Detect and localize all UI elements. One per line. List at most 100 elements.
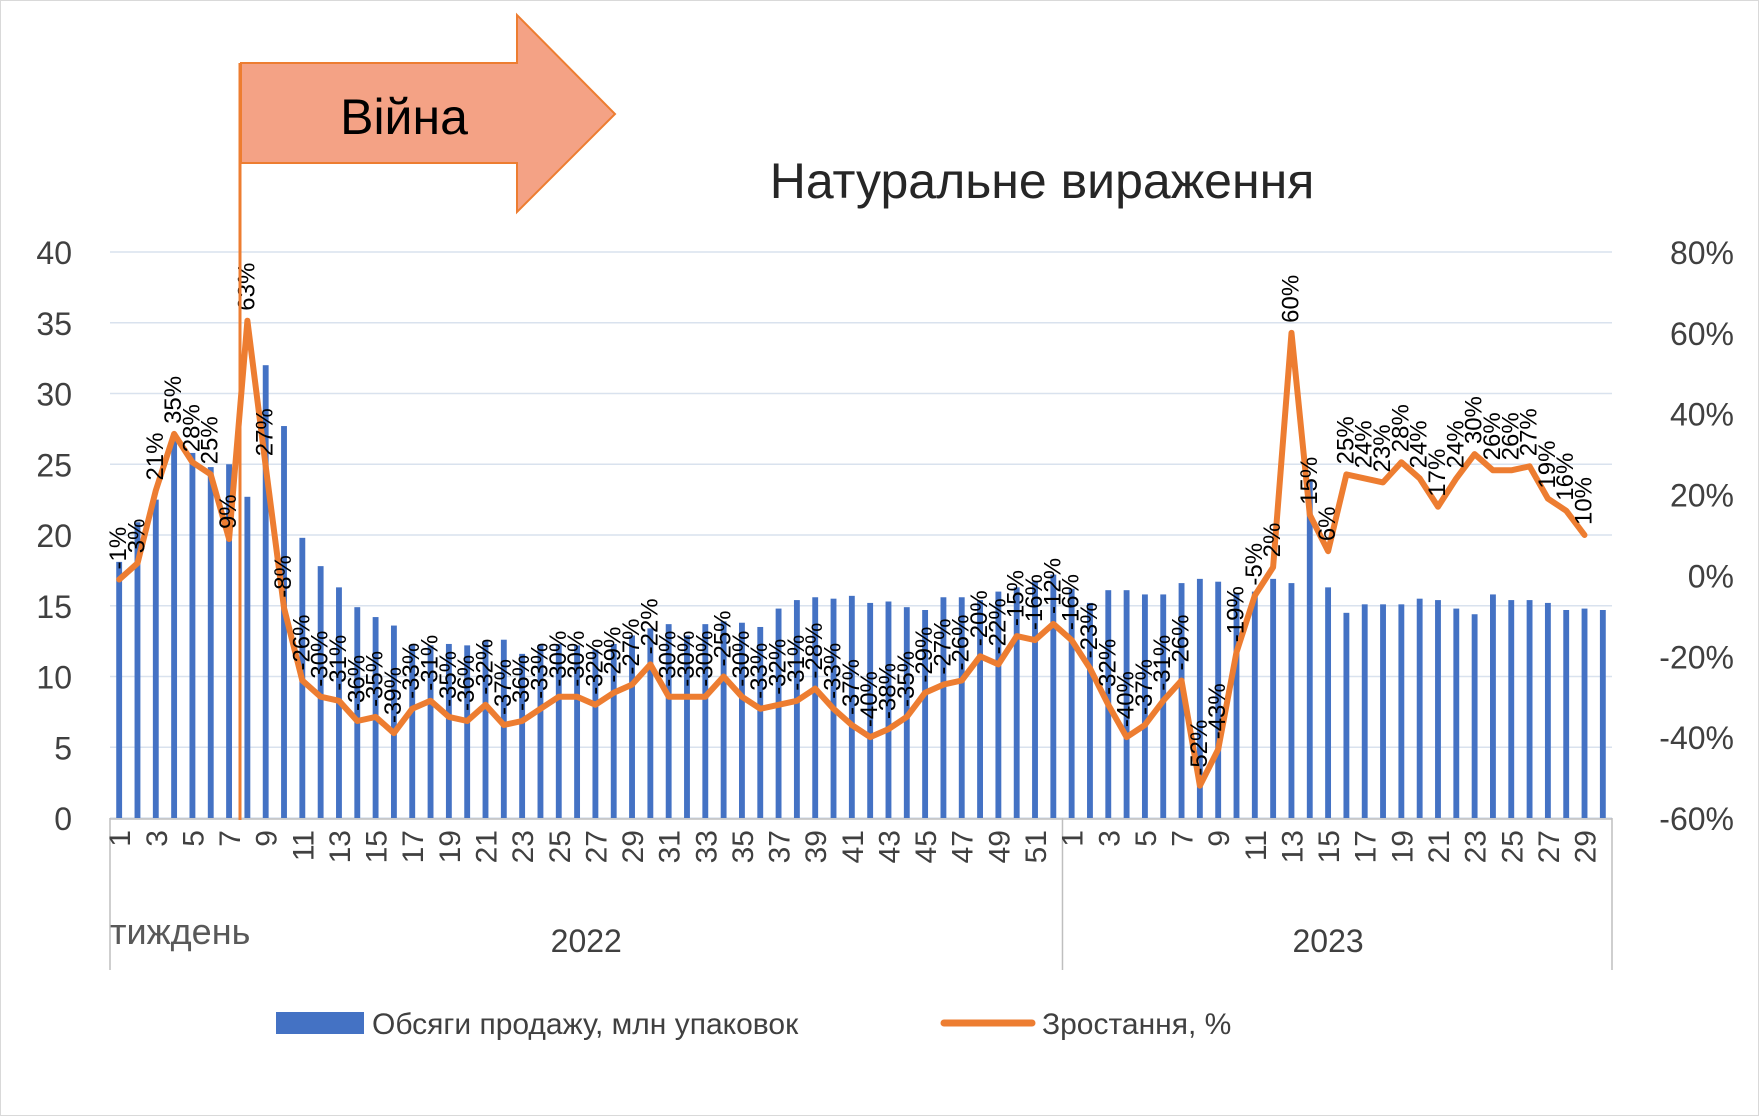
x-tick-label: 51 <box>1020 830 1053 863</box>
x-tick-label: 29 <box>617 830 650 863</box>
x-tick-label: 3 <box>1093 830 1126 847</box>
x-tick-label: 31 <box>654 830 687 863</box>
data-label: 63% <box>233 263 260 311</box>
x-tick-label: 39 <box>800 830 833 863</box>
x-tick-label: 33 <box>690 830 723 863</box>
x-tick-label: 29 <box>1570 830 1603 863</box>
data-label: 23% <box>1369 424 1396 472</box>
chart-title: Натуральне вираження <box>770 153 1315 209</box>
data-label: -38% <box>874 663 901 719</box>
x-tick-label: 47 <box>947 830 980 863</box>
data-label: -33% <box>398 643 425 699</box>
bar <box>1325 587 1332 818</box>
x-tick-label: 19 <box>434 830 467 863</box>
data-label: 6% <box>1314 506 1341 541</box>
x-tick-label: 13 <box>324 830 357 863</box>
bar <box>1233 593 1240 818</box>
x-tick-label: 25 <box>1496 830 1529 863</box>
data-label: -28% <box>801 623 828 679</box>
data-label: 28% <box>1387 404 1414 452</box>
bar <box>922 609 929 818</box>
data-label: -32% <box>765 639 792 695</box>
bar <box>409 645 416 818</box>
right-tick-label: -40% <box>1659 720 1734 756</box>
data-label: -37% <box>490 659 517 715</box>
data-label: -23% <box>1076 602 1103 658</box>
data-label: 27% <box>252 408 279 456</box>
x-tick-label: 37 <box>764 830 797 863</box>
left-tick-label: 30 <box>36 377 72 413</box>
left-tick-label: 35 <box>36 306 72 342</box>
data-label: 26% <box>1479 412 1506 460</box>
bar <box>940 597 947 818</box>
bar <box>1599 609 1606 818</box>
bar <box>1123 590 1130 818</box>
bar <box>684 635 690 818</box>
data-label: 3% <box>123 519 150 554</box>
data-label: -37% <box>1131 659 1158 715</box>
x-tick-label: 17 <box>1350 830 1383 863</box>
bar <box>757 626 764 818</box>
bar <box>995 591 1002 818</box>
data-label: 24% <box>1442 420 1469 468</box>
bar <box>775 608 782 818</box>
data-label: 28% <box>178 404 205 452</box>
bar <box>574 645 581 818</box>
data-label: 10% <box>1571 477 1598 525</box>
data-label: -22% <box>636 598 663 654</box>
bar <box>262 365 269 818</box>
right-tick-label: -20% <box>1659 639 1734 675</box>
bar <box>867 602 874 818</box>
x-tick-label: 9 <box>251 830 284 847</box>
bar <box>1490 594 1496 818</box>
data-label: -27% <box>929 619 956 675</box>
bar <box>116 561 123 818</box>
data-label: -35% <box>362 651 389 707</box>
data-label: -8% <box>270 555 297 598</box>
bar <box>720 621 727 818</box>
data-label: -36% <box>453 655 480 711</box>
left-tick-label: 5 <box>54 730 72 766</box>
data-label: -52% <box>1186 720 1213 776</box>
data-label: -35% <box>893 651 920 707</box>
data-label: 24% <box>1406 420 1433 468</box>
data-label: 21% <box>142 432 169 480</box>
x-tick-label: 19 <box>1386 830 1419 863</box>
legend-line-label: Зростання, % <box>1042 1008 1231 1041</box>
bar <box>1306 481 1313 818</box>
x-tick-label: 11 <box>287 830 320 861</box>
bar <box>354 607 361 818</box>
bar <box>500 639 507 818</box>
data-label: 26% <box>1497 412 1524 460</box>
bar <box>134 522 141 818</box>
data-label: -30% <box>563 631 590 687</box>
year-label: 2022 <box>551 923 622 959</box>
data-label: -33% <box>820 643 847 699</box>
data-label: -15% <box>1003 570 1030 626</box>
axes: 0510152025303540-60%-40%-20%0%20%40%60%8… <box>36 235 1734 970</box>
data-label: -33% <box>746 643 773 699</box>
data-label: -1% <box>105 527 132 570</box>
bar <box>610 643 617 818</box>
bar <box>702 624 709 818</box>
bar <box>1471 614 1478 818</box>
bar <box>1196 578 1203 818</box>
bar <box>647 628 654 818</box>
bar <box>171 435 178 818</box>
data-label: -12% <box>1039 558 1066 614</box>
x-tick-label: 21 <box>1423 830 1456 863</box>
bar <box>1416 598 1423 818</box>
x-axis-label: тиждень <box>110 911 250 952</box>
bar <box>1032 581 1038 818</box>
x-tick-label: 5 <box>1130 830 1163 847</box>
data-label: -31% <box>325 635 352 691</box>
data-label: -36% <box>508 655 535 711</box>
bar <box>629 635 635 818</box>
x-tick-label: 11 <box>1240 830 1273 861</box>
year-label: 2023 <box>1292 923 1363 959</box>
x-tick-label: 3 <box>141 830 174 847</box>
bar <box>592 649 599 818</box>
right-tick-label: 20% <box>1670 478 1734 514</box>
left-tick-label: 20 <box>36 518 72 554</box>
